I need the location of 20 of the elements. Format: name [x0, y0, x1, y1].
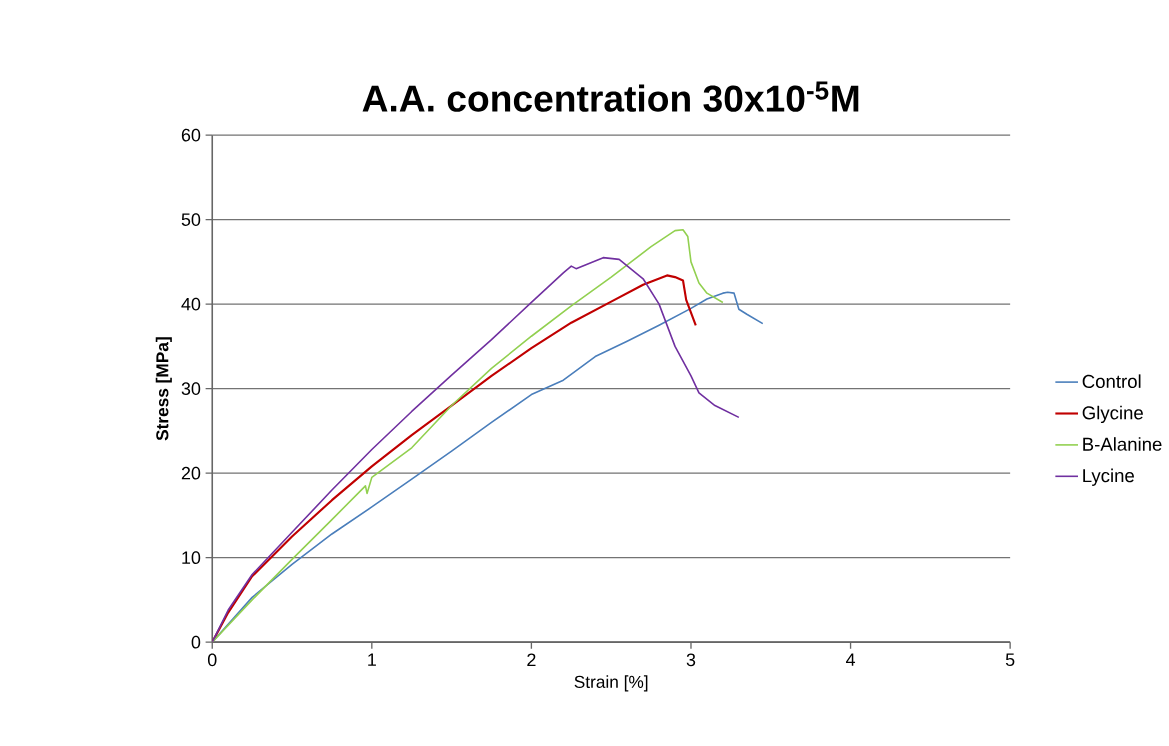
y-axis-title: Stress [MPa]	[155, 337, 172, 441]
legend-label: Lycine	[1083, 468, 1134, 486]
x-tick-label: 0	[207, 653, 217, 667]
y-tick-label: 30	[181, 382, 201, 395]
y-tick-label: 0	[191, 635, 201, 649]
x-tick-label: 3	[686, 653, 696, 667]
y-tick-label: 20	[181, 466, 201, 480]
y-tick-label: 40	[181, 297, 201, 311]
x-tick-label: 5	[1005, 653, 1015, 666]
x-axis-title: Strain [%]	[574, 675, 648, 692]
y-tick-label: 50	[181, 213, 201, 226]
y-tick-label: 60	[181, 128, 201, 142]
y-tick-label: 10	[182, 551, 201, 564]
x-tick-label: 2	[527, 653, 536, 666]
x-tick-label: 4	[845, 653, 856, 666]
x-tick-label: 1	[368, 653, 376, 666]
chart-title: A.A. concentration 30x10$^{-5}$M	[362, 81, 859, 112]
legend-label: B-Alanine	[1083, 437, 1162, 451]
legend-label: Control	[1082, 374, 1141, 388]
legend-label: Glycine	[1082, 405, 1143, 424]
